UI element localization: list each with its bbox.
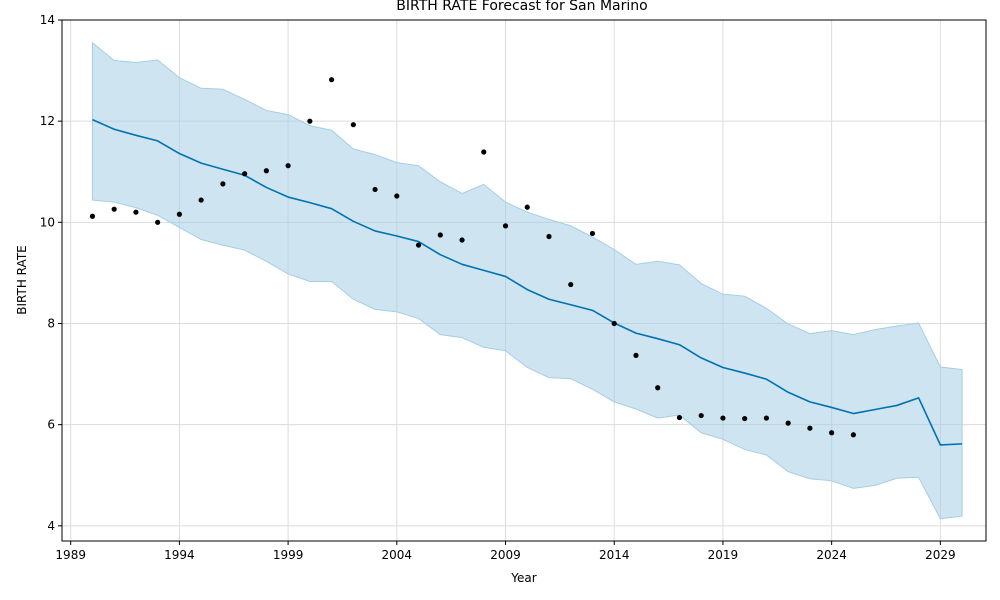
chart-title: BIRTH RATE Forecast for San Marino (396, 0, 647, 14)
actual-data-point (720, 415, 726, 421)
actual-data-point (328, 77, 335, 83)
actual-data-point (568, 281, 574, 288)
actual-data-point (676, 414, 683, 421)
actual-data-point (155, 219, 161, 225)
actual-data-point (481, 149, 487, 155)
actual-data-point (763, 415, 770, 421)
y-axis-ticks: 4 6 8 10 12 14 (40, 13, 62, 533)
actual-data-point (698, 412, 704, 419)
x-axis-title: Year (510, 571, 536, 585)
actual-data-point (437, 232, 443, 238)
actual-data-point (176, 211, 182, 217)
actual-data-point (220, 181, 226, 187)
y-tick-label: 14 (40, 13, 55, 27)
actual-data-point (850, 432, 856, 438)
actual-data-point (742, 415, 748, 422)
actual-data-point (415, 242, 422, 248)
x-tick-label: 1999 (273, 548, 304, 562)
actual-data-point (785, 420, 791, 426)
actual-data-point (350, 122, 356, 128)
actual-data-point (285, 163, 291, 169)
actual-data-point (263, 168, 269, 174)
plot-area-frame (61, 19, 987, 542)
actual-data-point (807, 425, 813, 431)
actual-data-point (633, 352, 639, 358)
actual-data-point (655, 385, 661, 391)
forecast-line (92, 118, 963, 446)
x-tick-label: 2004 (382, 548, 413, 562)
x-axis-ticks: 1989 1994 1999 2004 2009 2014 2019 2024 2029 (55, 541, 956, 562)
x-tick-label: 2029 (925, 548, 956, 562)
actual-data-point (524, 204, 530, 210)
y-tick-label: 4 (47, 519, 55, 533)
y-tick-label: 10 (40, 215, 55, 229)
actual-data-point (307, 118, 313, 124)
actual-data-point (829, 430, 835, 436)
actual-points (89, 77, 856, 438)
actual-data-point (459, 237, 465, 243)
actual-data-point (198, 197, 204, 203)
actual-data-point (589, 230, 596, 237)
actual-data-point (111, 206, 117, 212)
x-tick-label: 2019 (708, 548, 739, 562)
actual-data-point (394, 193, 400, 199)
x-tick-label: 2009 (490, 548, 521, 562)
actual-data-point (502, 223, 509, 229)
y-axis-title: BIRTH RATE (15, 245, 29, 314)
actual-data-point (372, 186, 378, 193)
x-tick-label: 1994 (164, 548, 195, 562)
actual-data-point (242, 171, 248, 177)
uncertainty-band-area (91, 41, 963, 520)
forecast-series (92, 118, 963, 446)
actual-data-point (89, 213, 96, 219)
x-tick-label: 1989 (55, 548, 86, 562)
actual-data-point (133, 209, 139, 215)
uncertainty-band (91, 41, 963, 520)
actual-data-point (546, 233, 552, 240)
y-tick-label: 8 (47, 316, 55, 330)
y-tick-label: 12 (40, 114, 55, 128)
actual-data-point (611, 320, 617, 327)
x-tick-label: 2014 (599, 548, 630, 562)
y-tick-label: 6 (47, 418, 55, 432)
x-tick-label: 2024 (816, 548, 847, 562)
